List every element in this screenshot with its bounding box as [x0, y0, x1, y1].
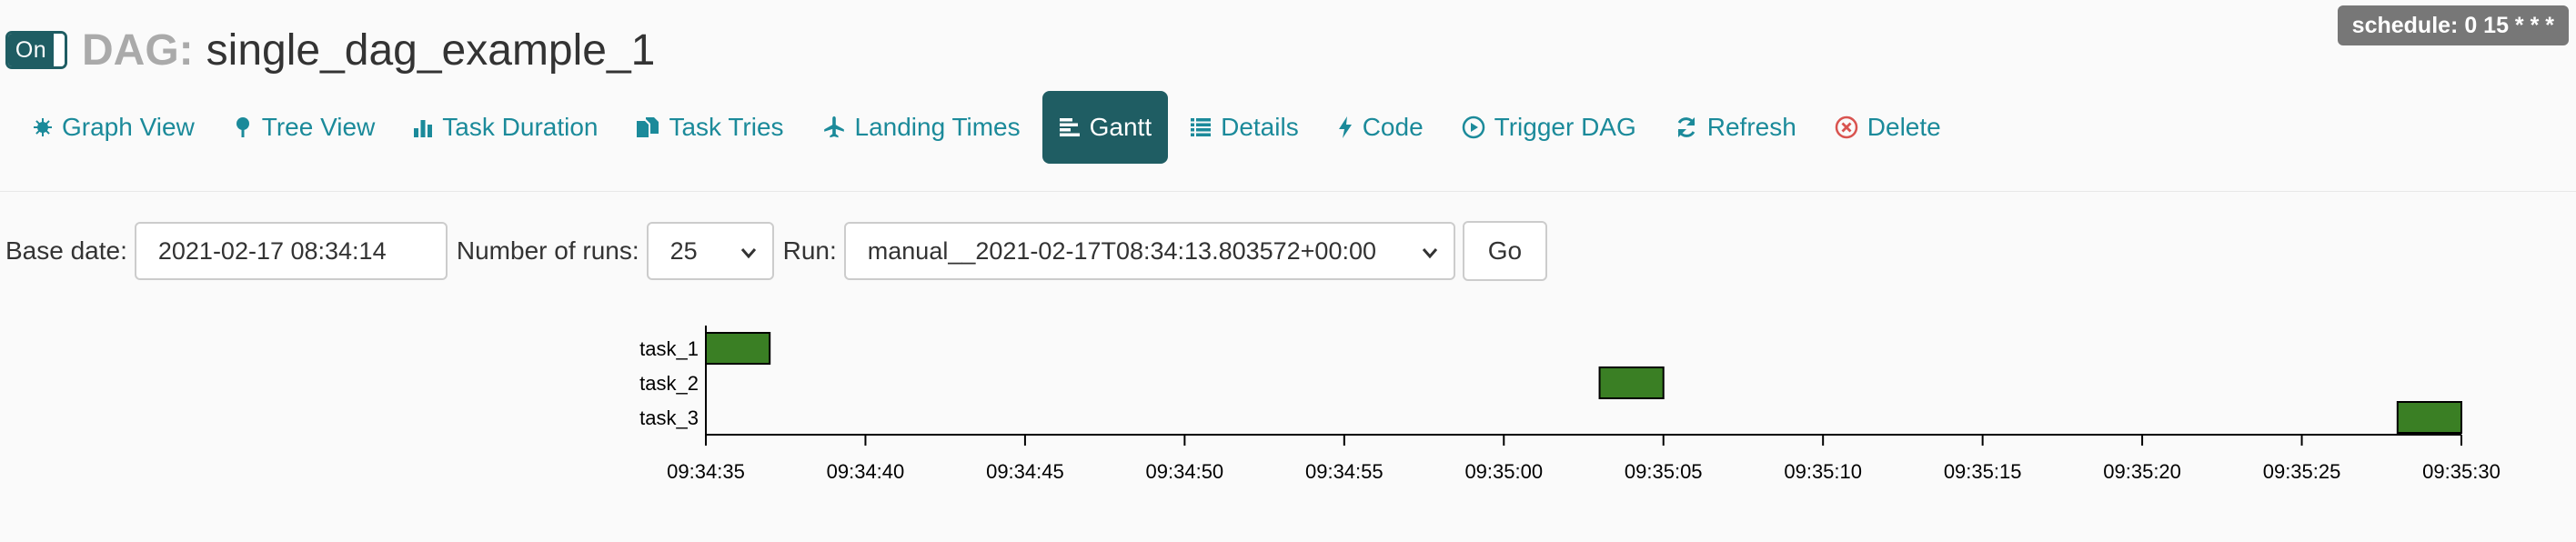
- gantt-task-bar: [1598, 366, 1665, 399]
- gantt-x-tick-label: 09:34:55: [1305, 460, 1384, 483]
- chevron-down-icon: [740, 248, 756, 259]
- nav-gantt-label: Gantt: [1089, 113, 1152, 141]
- nav-refresh[interactable]: Refresh: [1658, 91, 1813, 164]
- toggle-off-area: [54, 34, 65, 66]
- nav-delete-label: Delete: [1867, 113, 1941, 141]
- graph-icon: [34, 118, 52, 136]
- gantt-x-tick-label: 09:34:50: [1146, 460, 1224, 483]
- num-runs-value: 25: [669, 236, 698, 265]
- gantt-x-tick-label: 09:35:20: [2103, 460, 2181, 483]
- run-value: manual__2021-02-17T08:34:13.803572+00:00: [867, 236, 1377, 265]
- nav-details[interactable]: Details: [1173, 91, 1315, 164]
- gantt-x-tick-label: 09:35:00: [1464, 460, 1543, 483]
- gantt-task-label: task_3: [639, 406, 699, 429]
- nav-graph-view[interactable]: Graph View: [16, 91, 211, 164]
- dag-id-title: single_dag_example_1: [206, 25, 656, 75]
- duplicate-icon: [637, 117, 659, 137]
- gantt-x-tick-label: 09:35:05: [1625, 460, 1703, 483]
- base-date-label: Base date:: [5, 236, 127, 265]
- nav-trigger-dag-label: Trigger DAG: [1494, 113, 1636, 141]
- gantt-task-bar: [2396, 401, 2462, 434]
- nav-landing-times-label: Landing Times: [854, 113, 1021, 141]
- gantt-task-label: task_2: [639, 372, 699, 395]
- nav-code[interactable]: Code: [1321, 91, 1440, 164]
- gantt-x-tick-label: 09:35:15: [1944, 460, 2022, 483]
- nav-task-duration[interactable]: Task Duration: [397, 91, 614, 164]
- list-icon: [1191, 118, 1212, 136]
- play-circle-icon: [1462, 115, 1484, 139]
- base-date-input[interactable]: 2021-02-17 08:34:14: [134, 222, 448, 280]
- gantt-filter-form: Base date: 2021-02-17 08:34:14 Number of…: [5, 221, 1548, 281]
- gantt-task-label: task_1: [639, 337, 699, 360]
- schedule-badge: schedule: 0 15 * * *: [2337, 5, 2569, 45]
- nav-code-label: Code: [1362, 113, 1424, 141]
- gantt-x-tick-label: 09:34:35: [667, 460, 745, 483]
- flash-icon: [1338, 116, 1352, 138]
- num-runs-label: Number of runs:: [456, 236, 639, 265]
- num-runs-select[interactable]: 25: [646, 222, 774, 280]
- tree-icon: [236, 117, 249, 137]
- refresh-icon: [1677, 117, 1696, 137]
- gantt-icon: [1059, 118, 1080, 136]
- go-button[interactable]: Go: [1462, 221, 1548, 281]
- plane-icon: [823, 116, 844, 138]
- nav-graph-view-label: Graph View: [62, 113, 195, 141]
- dag-pause-toggle[interactable]: On: [5, 31, 67, 69]
- gantt-x-tick-label: 09:35:25: [2263, 460, 2341, 483]
- gantt-x-tick-label: 09:34:45: [986, 460, 1064, 483]
- gantt-x-tick-label: 09:34:40: [827, 460, 905, 483]
- remove-circle-icon: [1835, 115, 1858, 139]
- nav-divider: [0, 191, 2576, 192]
- bar-chart-icon: [414, 120, 433, 137]
- nav-task-duration-label: Task Duration: [442, 113, 599, 141]
- nav-trigger-dag[interactable]: Trigger DAG: [1445, 91, 1653, 164]
- dag-nav: Graph View Tree View Task Duration: [16, 91, 1963, 164]
- run-label: Run:: [782, 236, 837, 265]
- nav-delete[interactable]: Delete: [1818, 91, 1957, 164]
- nav-refresh-label: Refresh: [1706, 113, 1796, 141]
- gantt-x-tick-label: 09:35:30: [2422, 460, 2501, 483]
- nav-landing-times[interactable]: Landing Times: [806, 91, 1037, 164]
- dag-label: DAG:: [82, 25, 194, 75]
- chevron-down-icon: [1422, 248, 1437, 259]
- toggle-on-label: On: [8, 34, 54, 66]
- nav-details-label: Details: [1221, 113, 1299, 141]
- dag-header: On DAG: single_dag_example_1: [5, 22, 655, 78]
- gantt-task-bar: [705, 332, 771, 365]
- gantt-chart: task_1 task_2 task_3 09:34:35 09:34:40 09:34:…: [639, 326, 2501, 483]
- nav-gantt[interactable]: Gantt: [1041, 91, 1169, 164]
- run-select[interactable]: manual__2021-02-17T08:34:13.803572+00:00: [843, 222, 1455, 280]
- gantt-x-tick-label: 09:35:10: [1784, 460, 1862, 483]
- base-date-value: 2021-02-17 08:34:14: [157, 236, 387, 265]
- nav-task-tries[interactable]: Task Tries: [619, 91, 800, 164]
- nav-task-tries-label: Task Tries: [669, 113, 784, 141]
- nav-tree-view-label: Tree View: [261, 113, 376, 141]
- nav-tree-view[interactable]: Tree View: [216, 91, 392, 164]
